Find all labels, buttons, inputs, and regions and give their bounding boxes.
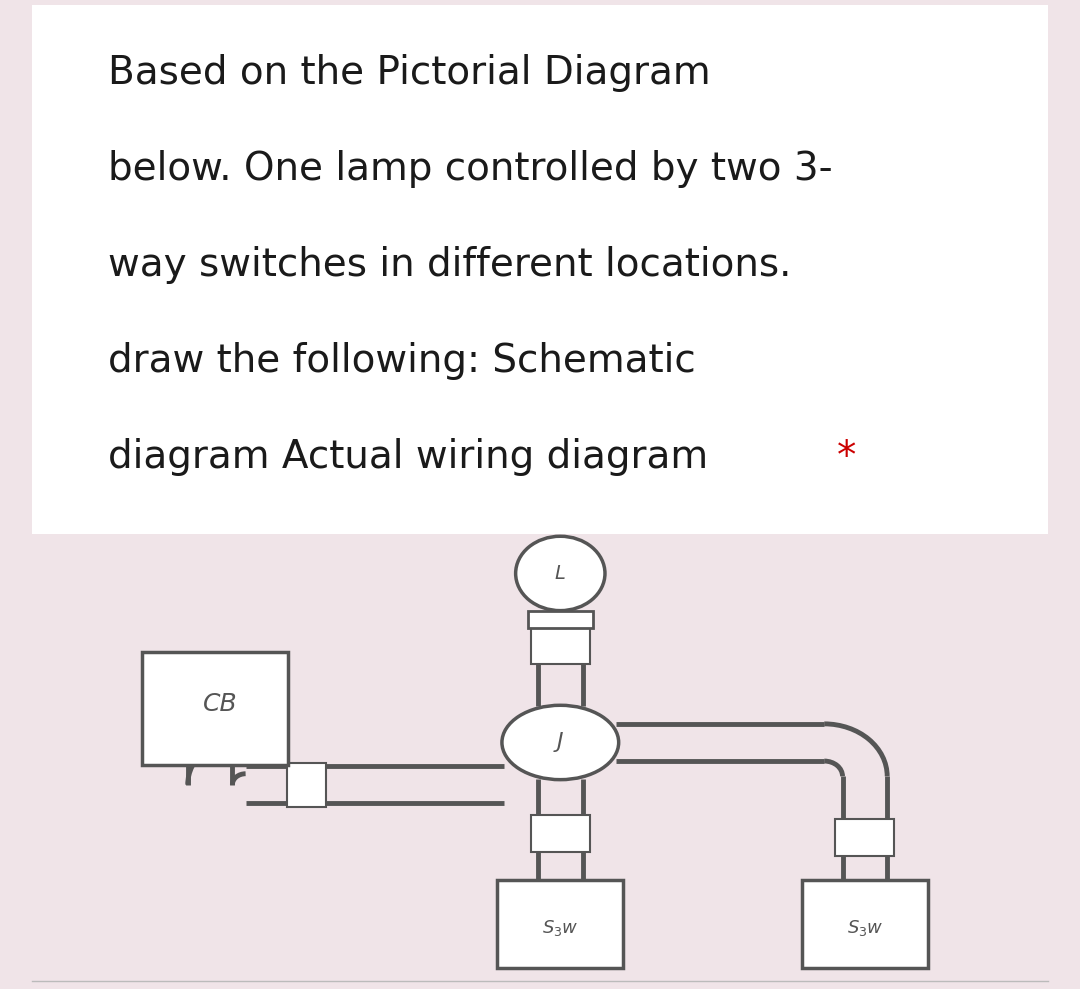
Ellipse shape — [502, 705, 619, 779]
Bar — [287, 763, 326, 807]
Bar — [836, 819, 894, 856]
FancyBboxPatch shape — [143, 652, 288, 765]
Text: Based on the Pictorial Diagram: Based on the Pictorial Diagram — [108, 54, 711, 92]
FancyBboxPatch shape — [498, 880, 623, 968]
Text: $S_3w$: $S_3w$ — [847, 919, 883, 939]
Text: L: L — [555, 564, 566, 583]
Text: diagram Actual wiring diagram: diagram Actual wiring diagram — [108, 438, 720, 476]
FancyBboxPatch shape — [802, 880, 928, 968]
Bar — [531, 815, 590, 852]
Bar — [528, 610, 593, 628]
Text: *: * — [837, 438, 856, 476]
FancyBboxPatch shape — [32, 5, 1048, 534]
Text: CB: CB — [203, 692, 238, 716]
Text: below. One lamp controlled by two 3-: below. One lamp controlled by two 3- — [108, 150, 833, 188]
Text: draw the following: Schematic: draw the following: Schematic — [108, 342, 696, 380]
Text: way switches in different locations.: way switches in different locations. — [108, 246, 792, 284]
Circle shape — [515, 536, 605, 610]
Text: J: J — [557, 733, 564, 753]
Bar — [531, 627, 590, 664]
Text: $S_3w$: $S_3w$ — [542, 919, 579, 939]
